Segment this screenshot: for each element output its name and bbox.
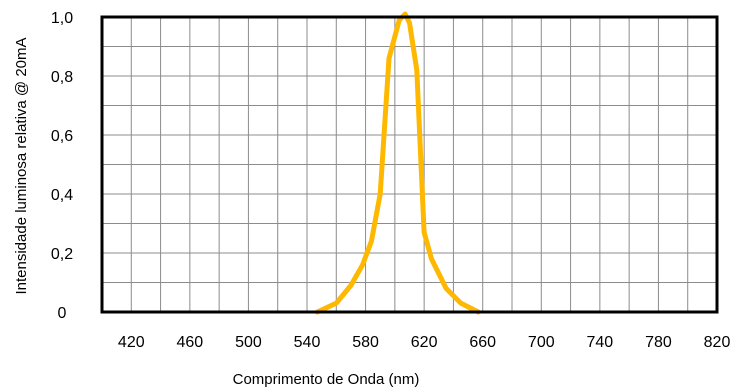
- x-tick-label: 580: [352, 334, 379, 351]
- x-tick-labels: 420 460 500 540 580 620 660 700 740 780 820: [118, 334, 731, 351]
- x-tick-label: 820: [704, 334, 731, 351]
- x-tick-label: 500: [235, 334, 262, 351]
- y-tick-labels: 0 0,2 0,4 0,6 0,8 1,0: [51, 10, 73, 322]
- x-tick-label: 780: [645, 334, 672, 351]
- y-tick-label: 0: [58, 305, 67, 322]
- y-tick-label: 0,4: [51, 187, 73, 204]
- grid-lines: [102, 17, 717, 312]
- y-tick-label: 0,6: [51, 128, 73, 145]
- x-tick-label: 540: [294, 334, 321, 351]
- y-axis-title: Intensidade luminosa relativa @ 20mA: [13, 37, 30, 294]
- plot-frame: [100, 15, 719, 314]
- y-tick-label: 0,8: [51, 69, 73, 86]
- x-axis-title: Comprimento de Onda (nm): [233, 371, 420, 388]
- x-tick-label: 460: [177, 334, 204, 351]
- x-tick-label: 420: [118, 334, 145, 351]
- x-tick-label: 700: [528, 334, 555, 351]
- x-tick-label: 660: [469, 334, 496, 351]
- x-tick-label: 620: [411, 334, 438, 351]
- y-tick-label: 1,0: [51, 10, 73, 27]
- x-tick-label: 740: [587, 334, 614, 351]
- y-tick-label: 0,2: [51, 246, 73, 263]
